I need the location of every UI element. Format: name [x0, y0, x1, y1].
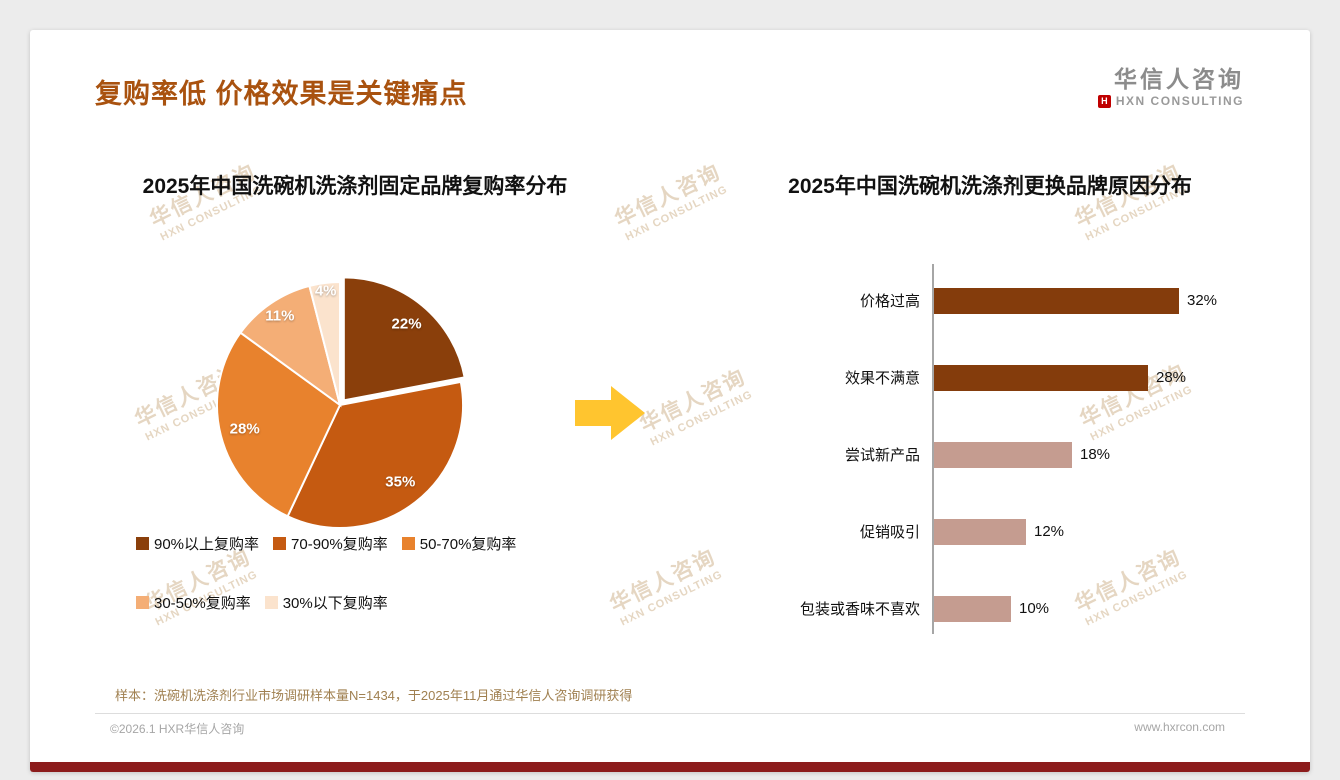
- bottom-accent-bar: [30, 762, 1310, 772]
- bar-value-label: 32%: [1187, 292, 1218, 309]
- bar-value-label: 12%: [1034, 523, 1065, 540]
- logo-cn-text: 华信人咨询: [1114, 66, 1244, 92]
- bar-category-label: 尝试新产品: [844, 447, 920, 464]
- bar-category-label: 包装或香味不喜欢: [799, 601, 920, 618]
- legend-label: 30%以下复购率: [282, 595, 388, 612]
- legend-item: 90%以上复购率: [136, 533, 259, 554]
- pie-slice: [342, 276, 466, 402]
- legend-label: 70-90%复购率: [291, 536, 388, 553]
- legend-item: 30%以下复购率: [264, 592, 388, 613]
- pie-slice: [216, 331, 342, 518]
- copyright-text: ©2026.1 HXR华信人咨询: [110, 722, 245, 736]
- bar-category-label: 促销吸引: [859, 524, 920, 541]
- pie-data-label: 22%: [392, 316, 422, 333]
- legend-item: 70-90%复购率: [273, 533, 388, 554]
- logo-seal-icon: H: [1097, 94, 1111, 108]
- bar-row: 促销吸引 12%: [725, 493, 1265, 570]
- bar-value-label: 10%: [1019, 600, 1050, 617]
- company-logo: 华信人咨询 H HXN CONSULTING: [1097, 66, 1244, 108]
- legend-swatch: [136, 537, 149, 550]
- bar-row: 尝试新产品 18%: [725, 416, 1265, 493]
- legend-swatch: [136, 596, 149, 609]
- pie-chart-title: 2025年中国洗碗机洗涤剂固定品牌复购率分布: [142, 175, 568, 198]
- pie-data-label: 35%: [385, 474, 415, 491]
- bar-chart: 价格过高 32% 效果不满意 28% 尝试新产品 18% 促销吸引 12% 包装或香味不喜欢 10…: [725, 262, 1265, 647]
- legend-swatch: [401, 537, 415, 550]
- bar-row: 包装或香味不喜欢 10%: [725, 570, 1265, 647]
- legend-label: 90%以上复购率: [154, 536, 260, 553]
- logo-en-text: HXN CONSULTING: [1115, 94, 1244, 108]
- bar-axis-line: [932, 264, 934, 634]
- bar: [934, 441, 1072, 468]
- slide-card: 华信人咨询 HXN CONSULTING 华信人咨询 HXN CONSULTING 华信…: [30, 30, 1310, 772]
- website-url: www.hxrcon.com: [1134, 720, 1225, 734]
- pie-legend: 90%以上复购率 70-90%复购率 50-70%复购率 30-50%复购率 30%以下…: [136, 533, 616, 651]
- page-title: 复购率低 价格效果是关键痛点: [95, 79, 468, 109]
- sample-footnote: 样本：洗碗机洗涤剂行业市场调研样本量N=1434，于2025年11月通过华信人咨…: [115, 688, 633, 703]
- legend-item: 30-50%复购率: [136, 592, 251, 613]
- pie-slice: [308, 280, 341, 406]
- bar-chart-title: 2025年中国洗碗机洗涤剂更换品牌原因分布: [788, 175, 1192, 198]
- bar-category-label: 价格过高: [859, 293, 920, 310]
- legend-swatch: [264, 596, 278, 609]
- pie-data-label: 28%: [230, 420, 260, 437]
- footer-divider: [95, 713, 1245, 714]
- bar: [934, 595, 1011, 622]
- legend-label: 50-70%复购率: [419, 536, 517, 553]
- pie-slice: [239, 284, 342, 408]
- right-arrow-icon: [575, 386, 645, 440]
- legend-label: 30-50%复购率: [154, 595, 251, 612]
- legend-item: 50-70%复购率: [401, 533, 517, 554]
- bar-category-label: 效果不满意: [844, 370, 920, 387]
- bar: [934, 287, 1179, 314]
- pie-data-label: 11%: [265, 307, 294, 324]
- pie-slice: [286, 380, 464, 529]
- pie-chart: 22% 35% 28% 11% 4%: [216, 276, 466, 529]
- bar-value-label: 28%: [1156, 369, 1187, 386]
- bar: [934, 364, 1148, 391]
- bar-value-label: 18%: [1080, 446, 1111, 463]
- bar-row: 价格过高 32%: [725, 262, 1265, 339]
- pie-data-label: 4%: [315, 282, 337, 299]
- legend-swatch: [273, 537, 287, 550]
- bar: [934, 518, 1026, 545]
- bar-row: 效果不满意 28%: [725, 339, 1265, 416]
